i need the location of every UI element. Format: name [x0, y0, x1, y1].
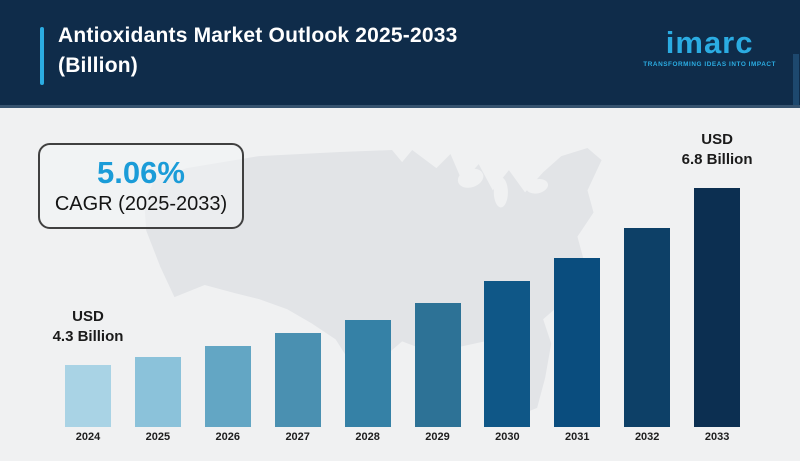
year-label-2033: 2033 [704, 431, 730, 443]
year-label-2031: 2031 [565, 431, 590, 443]
year-label-2028: 2028 [355, 431, 380, 443]
year-label-2032: 2032 [634, 431, 660, 443]
value-label-2024-amount: 4.3 Billion [52, 328, 124, 345]
value-label-2033-currency: USD [701, 131, 733, 148]
imarc-logo-tagline: TRANSFORMING IDEAS INTO IMPACT [643, 61, 776, 68]
usa-map-shape [144, 148, 602, 412]
imarc-logo: imarc TRANSFORMING IDEAS INTO IMPACT [643, 25, 776, 69]
bar-2033 [694, 188, 741, 427]
value-label-2033-amount: 6.8 Billion [681, 151, 753, 168]
year-label-2026: 2026 [215, 431, 241, 443]
title-accent-bar [40, 27, 44, 85]
bar-2024 [65, 365, 111, 427]
value-label-2024: USD 4.3 Billion [28, 307, 148, 347]
year-label-2025: 2025 [145, 431, 171, 443]
cagr-value: 5.06% [97, 155, 185, 190]
usa-map-silhouette [144, 148, 602, 412]
year-label-2024: 2024 [75, 431, 101, 443]
bar-2025 [134, 357, 181, 427]
year-label-2029: 2029 [425, 431, 450, 443]
imarc-logo-text: imarc [665, 25, 754, 60]
bar-2032 [624, 228, 671, 427]
bar-2028 [344, 320, 391, 427]
cagr-label: CAGR (2025-2033) [54, 193, 228, 215]
bar-2031 [554, 258, 601, 427]
value-label-2033: USD 6.8 Billion [657, 130, 777, 170]
year-label-2027: 2027 [285, 431, 310, 443]
chart-title-line1: Antioxidants Market Outlook 2025-2033 [58, 24, 458, 47]
great-lake-icon [493, 177, 508, 208]
bar-2029 [414, 303, 461, 427]
cagr-callout: 5.06% CAGR (2025-2033) [38, 143, 244, 229]
header-edge-strip [793, 54, 799, 105]
chart-title-line2: (Billion) [58, 54, 138, 77]
chart-title: Antioxidants Market Outlook 2025-2033 (B… [58, 21, 618, 81]
bar-2026 [204, 346, 251, 427]
great-lake-icon [457, 168, 484, 188]
value-label-2024-currency: USD [72, 308, 104, 325]
year-label-2030: 2030 [495, 431, 520, 443]
bar-2030 [484, 281, 531, 427]
header-bar: Antioxidants Market Outlook 2025-2033 (B… [0, 0, 800, 108]
bar-2027 [274, 333, 321, 427]
great-lake-icon [526, 179, 549, 194]
